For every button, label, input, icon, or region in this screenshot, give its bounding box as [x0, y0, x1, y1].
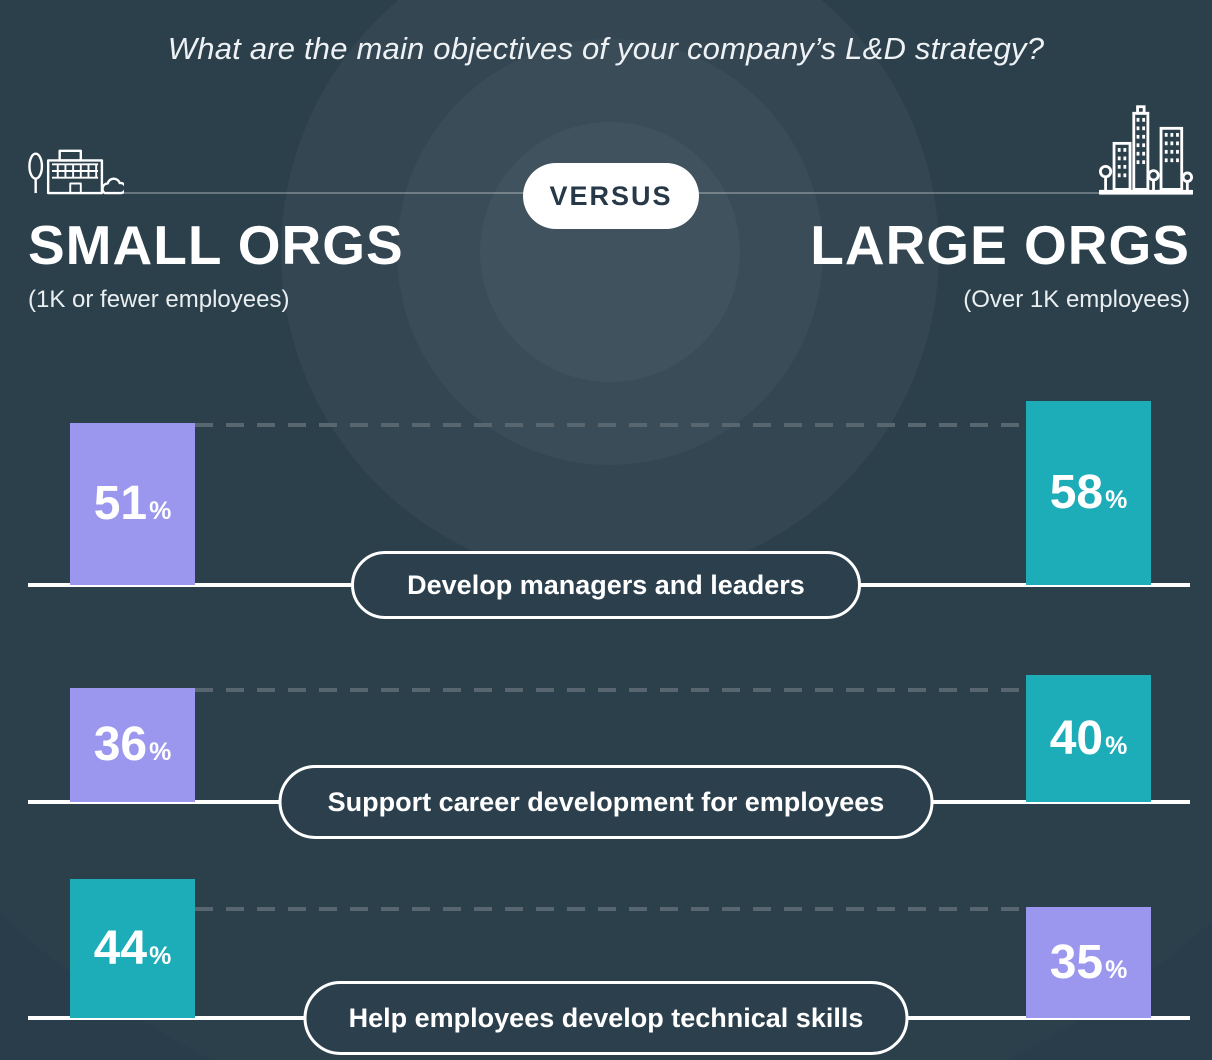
small-org-bar: 36%	[70, 688, 195, 802]
category-label: Support career development for employees	[327, 786, 885, 817]
page-title: What are the main objectives of your com…	[167, 30, 1045, 66]
large-orgs-heading: LARGE ORGS	[810, 214, 1190, 276]
bar-value-number: 36	[93, 718, 148, 771]
percent-sign: %	[149, 497, 172, 525]
bar-value: 35%	[1049, 935, 1128, 989]
large-org-bar: 58%	[1026, 401, 1151, 585]
percent-sign: %	[149, 941, 172, 970]
comparison-row-career-development: 36% 40% Support career development for e…	[0, 592, 1212, 839]
category-label: Develop managers and leaders	[407, 569, 805, 600]
category-label: Help employees develop technical skills	[348, 1002, 864, 1033]
bar-value: 36%	[94, 721, 172, 769]
percent-sign: %	[149, 738, 172, 766]
category-label-pill: Develop managers and leaders	[351, 551, 861, 619]
bar-value-number: 44	[93, 921, 148, 975]
gap-dashed-line	[195, 423, 1026, 427]
small-org-bar: 44%	[70, 879, 195, 1018]
bar-value-number: 40	[1049, 711, 1104, 765]
small-orgs-subheading: (1K or fewer employees)	[28, 286, 290, 313]
bar-value: 44%	[93, 921, 172, 975]
category-label-pill: Support career development for employees	[278, 765, 934, 839]
percent-sign: %	[1105, 486, 1128, 514]
small-org-bar: 51%	[70, 423, 195, 585]
bar-value: 40%	[1049, 711, 1128, 765]
bar-value: 58%	[1050, 469, 1128, 517]
category-label-pill: Help employees develop technical skills	[303, 981, 909, 1055]
bar-value-number: 51	[93, 477, 148, 530]
percent-sign: %	[1105, 731, 1128, 760]
small-building-with-tree-icon	[28, 149, 124, 195]
city-skyline-icon	[1099, 105, 1193, 195]
bar-value-number: 35	[1049, 935, 1104, 989]
large-orgs-subheading: (Over 1K employees)	[963, 286, 1190, 313]
gap-dashed-line	[195, 688, 1026, 692]
gap-dashed-line	[195, 907, 1026, 911]
large-org-bar: 35%	[1026, 907, 1151, 1018]
versus-label: VERSUS	[549, 180, 673, 211]
comparison-row-develop-managers: 51% 58% Develop managers and leaders	[0, 375, 1212, 619]
versus-badge: VERSUS	[523, 163, 699, 229]
percent-sign: %	[1105, 955, 1128, 984]
bar-value: 51%	[94, 480, 172, 528]
large-org-bar: 40%	[1026, 675, 1151, 802]
small-orgs-heading: SMALL ORGS	[28, 214, 404, 276]
bar-value-number: 58	[1049, 466, 1104, 519]
comparison-row-technical-skills: 44% 35% Help employees develop technical…	[0, 808, 1212, 1055]
